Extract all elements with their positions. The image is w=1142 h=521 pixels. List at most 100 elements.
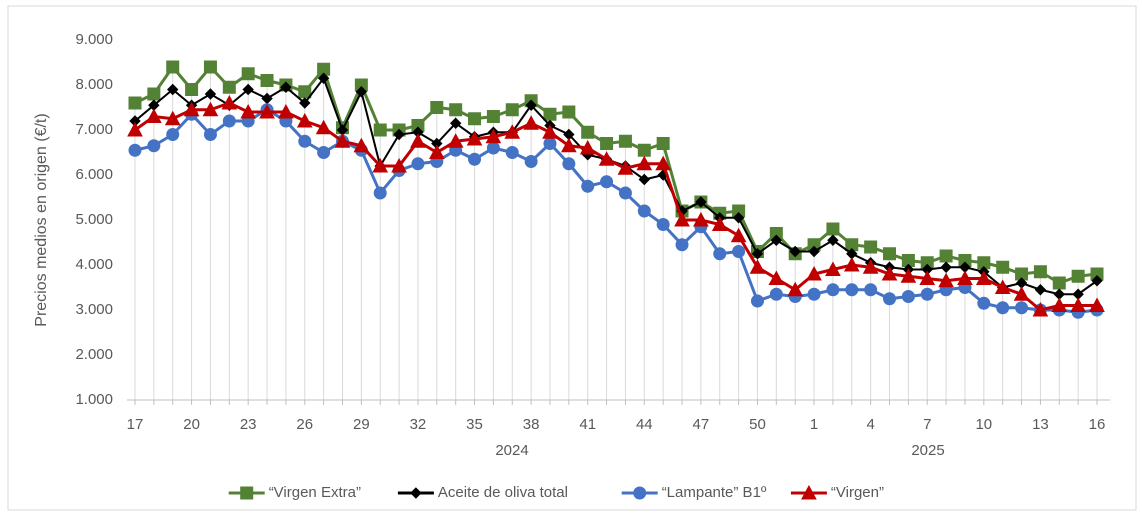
data-point: [656, 137, 670, 150]
x-tick-label: 16: [1089, 416, 1106, 433]
data-point: [317, 72, 330, 84]
data-point: [695, 196, 707, 208]
x-tick-label: 13: [1032, 416, 1049, 433]
y-tick-label: 5.000: [75, 211, 113, 228]
data-point: [1089, 297, 1105, 312]
x-tick-label: 50: [749, 416, 766, 433]
data-point: [996, 260, 1010, 274]
data-point: [900, 268, 917, 283]
x-tick-label: 29: [353, 416, 370, 433]
y-tick-label: 2.000: [75, 346, 113, 363]
data-point: [636, 155, 653, 171]
data-point: [656, 218, 670, 231]
data-point: [1070, 297, 1086, 312]
data-point: [1013, 286, 1030, 301]
x-tick-label: 38: [523, 416, 540, 433]
data-point: [1052, 276, 1066, 290]
data-point: [260, 74, 274, 87]
y-tick-label: 1.000: [75, 391, 113, 408]
data-point: [486, 141, 500, 155]
data-point: [128, 143, 142, 157]
data-point: [447, 133, 464, 148]
data-point: [600, 137, 614, 150]
data-point: [561, 137, 577, 153]
x-tick-label: 32: [410, 416, 427, 433]
data-point: [315, 119, 332, 135]
legend-marker: [240, 486, 254, 500]
data-point: [428, 144, 445, 159]
data-point: [562, 105, 576, 119]
data-point: [713, 247, 727, 261]
data-point: [485, 128, 502, 144]
data-point: [410, 133, 426, 148]
data-point: [166, 60, 180, 74]
data-point: [732, 245, 746, 258]
data-point: [166, 128, 180, 141]
x-tick-label: 26: [296, 416, 313, 433]
data-point: [128, 96, 142, 110]
x-tick-label: 47: [693, 416, 710, 433]
data-point: [373, 186, 387, 200]
data-point: [750, 294, 764, 308]
series-line: [134, 108, 1098, 314]
legend-label: Aceite de oliva total: [438, 484, 568, 501]
legend-marker: [801, 484, 817, 500]
data-point: [449, 103, 463, 117]
data-point: [864, 283, 878, 297]
data-point: [711, 216, 728, 231]
y-tick-label: 8.000: [75, 76, 113, 93]
data-point: [242, 83, 254, 96]
data-point: [204, 88, 217, 100]
data-point: [1091, 275, 1103, 287]
data-point: [769, 287, 783, 301]
data-point: [449, 117, 462, 129]
x-tick-label: 10: [975, 416, 992, 433]
data-point: [468, 112, 482, 126]
data-point: [1034, 284, 1047, 296]
data-point: [655, 155, 671, 171]
data-point: [202, 101, 219, 117]
data-point: [183, 101, 200, 117]
data-point: [280, 81, 292, 93]
data-point: [675, 238, 689, 252]
data-point: [185, 83, 199, 96]
data-point: [1051, 297, 1068, 312]
x-tick-label: 7: [923, 416, 931, 433]
data-point: [355, 86, 368, 98]
data-point: [1033, 265, 1047, 279]
data-point: [806, 265, 822, 281]
data-point: [940, 261, 952, 273]
data-point: [523, 115, 539, 130]
data-point: [827, 234, 839, 246]
data-point: [391, 157, 407, 173]
y-tick-label: 6.000: [75, 166, 113, 183]
data-point: [618, 134, 632, 148]
data-point: [393, 128, 405, 141]
data-point: [127, 121, 143, 137]
x-tick-label: 44: [636, 416, 653, 433]
data-point: [600, 175, 614, 189]
y-axis-title: Precios medios en origen (€/t): [33, 113, 50, 326]
data-point: [825, 261, 841, 276]
data-point: [864, 240, 878, 254]
data-point: [411, 157, 425, 171]
data-point: [901, 290, 915, 303]
data-point: [543, 107, 557, 121]
data-point: [542, 124, 558, 139]
data-point: [789, 245, 801, 258]
data-point: [299, 97, 311, 109]
y-tick-label: 3.000: [75, 301, 113, 318]
data-point: [504, 124, 521, 139]
data-point: [994, 279, 1011, 294]
data-point: [996, 301, 1010, 315]
data-point: [203, 60, 217, 74]
data-point: [1015, 301, 1029, 315]
data-point: [845, 283, 859, 297]
series-line: [134, 64, 1098, 285]
data-point: [524, 155, 538, 168]
legend-label: “Lampante” B1º: [662, 484, 767, 501]
data-point: [730, 227, 747, 243]
data-point: [638, 173, 651, 186]
data-point: [240, 103, 257, 119]
data-point: [770, 234, 783, 246]
